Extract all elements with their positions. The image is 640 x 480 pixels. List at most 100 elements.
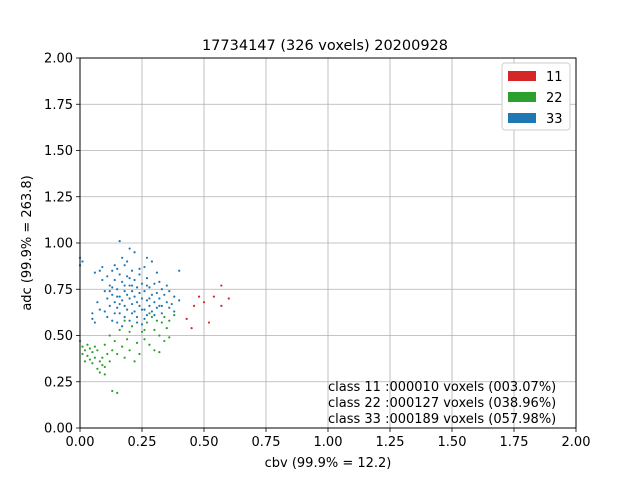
point-class-22 [83, 360, 87, 363]
point-class-22 [96, 367, 99, 370]
point-class-33 [81, 260, 84, 263]
point-class-33 [148, 304, 151, 307]
point-class-22 [158, 334, 161, 337]
point-class-33 [113, 301, 116, 304]
point-class-33 [123, 315, 126, 319]
point-class-33 [158, 304, 161, 307]
point-class-33 [118, 295, 121, 298]
x-tick-label: 1.50 [438, 435, 467, 450]
point-class-33 [111, 319, 114, 322]
point-class-22 [153, 349, 156, 352]
point-class-22 [128, 349, 131, 352]
point-class-33 [113, 264, 116, 267]
point-class-22 [143, 338, 146, 341]
point-class-11 [202, 301, 206, 304]
point-class-33 [106, 315, 109, 319]
point-class-22 [163, 339, 166, 343]
point-class-33 [160, 304, 163, 307]
point-class-33 [158, 280, 161, 283]
point-class-33 [123, 304, 126, 307]
point-class-33 [148, 297, 151, 300]
point-class-33 [158, 297, 161, 300]
point-class-33 [168, 306, 171, 309]
point-class-33 [111, 293, 114, 296]
point-class-22 [81, 352, 84, 356]
point-class-33 [116, 321, 119, 324]
point-class-11 [207, 321, 211, 324]
point-class-22 [81, 345, 84, 348]
x-tick-label: 0.50 [190, 435, 219, 450]
point-class-33 [113, 312, 116, 315]
point-class-33 [116, 267, 119, 270]
x-tick-label: 1.00 [314, 435, 343, 450]
point-class-33 [121, 256, 124, 259]
point-class-33 [103, 290, 106, 293]
point-class-33 [93, 271, 96, 274]
point-class-22 [150, 315, 154, 319]
point-class-33 [148, 286, 151, 289]
point-class-22 [145, 321, 149, 324]
point-class-33 [150, 293, 154, 296]
point-class-22 [138, 352, 141, 356]
legend-label-class-22: 22 [546, 91, 563, 106]
point-class-22 [88, 347, 92, 350]
point-class-33 [140, 282, 144, 285]
point-class-33 [98, 308, 101, 311]
point-class-33 [143, 317, 146, 320]
point-class-22 [173, 314, 176, 317]
x-tick-label: 1.25 [376, 435, 405, 450]
point-class-33 [128, 319, 131, 322]
point-class-22 [108, 360, 111, 363]
point-class-22 [121, 345, 124, 348]
point-class-33 [130, 269, 134, 272]
point-class-33 [98, 269, 101, 272]
point-class-22 [123, 356, 126, 359]
point-class-22 [113, 339, 116, 343]
y-tick-label: 1.25 [44, 190, 73, 205]
point-class-22 [155, 319, 158, 322]
point-class-22 [96, 349, 99, 352]
point-class-22 [160, 321, 163, 324]
point-class-33 [130, 284, 134, 287]
chart-title: 17734147 (326 voxels) 20200928 [202, 38, 448, 54]
point-class-33 [126, 275, 129, 278]
point-class-22 [91, 351, 94, 354]
point-class-22 [108, 334, 111, 337]
point-class-33 [130, 302, 134, 306]
point-class-22 [128, 330, 131, 333]
point-class-33 [140, 308, 144, 311]
point-class-22 [103, 373, 106, 376]
x-axis-ticks: 0.00 0.25 0.50 0.75 1.00 1.25 1.50 1.75 2.00 [66, 428, 590, 450]
point-class-33 [145, 314, 149, 317]
annotation-class-22: class 22 :000127 voxels (038.96%) [328, 396, 556, 411]
y-tick-label: 0.25 [44, 375, 73, 390]
y-tick-label: 2.00 [44, 52, 73, 67]
y-tick-label: 0.75 [44, 283, 73, 298]
point-class-11 [227, 297, 230, 300]
point-class-22 [101, 356, 104, 359]
point-class-33 [153, 282, 156, 285]
point-class-33 [143, 290, 146, 293]
point-class-22 [158, 351, 161, 354]
point-class-33 [138, 273, 141, 276]
point-class-33 [126, 260, 129, 263]
legend-label-class-11: 11 [546, 70, 563, 85]
point-class-33 [106, 297, 109, 300]
point-class-22 [123, 319, 126, 322]
point-class-22 [103, 365, 106, 369]
point-class-22 [83, 349, 87, 352]
point-class-11 [192, 304, 196, 307]
point-class-33 [108, 284, 111, 287]
point-class-33 [135, 321, 139, 324]
point-class-33 [155, 306, 158, 309]
point-class-33 [128, 277, 131, 280]
point-class-33 [118, 273, 121, 276]
legend: 11 22 33 [501, 62, 571, 131]
x-axis-label: cbv (99.9% = 12.2) [265, 456, 392, 471]
point-class-33 [140, 323, 144, 326]
point-class-22 [116, 352, 119, 356]
point-class-33 [130, 312, 134, 315]
point-class-33 [133, 278, 136, 282]
point-class-22 [86, 343, 89, 346]
